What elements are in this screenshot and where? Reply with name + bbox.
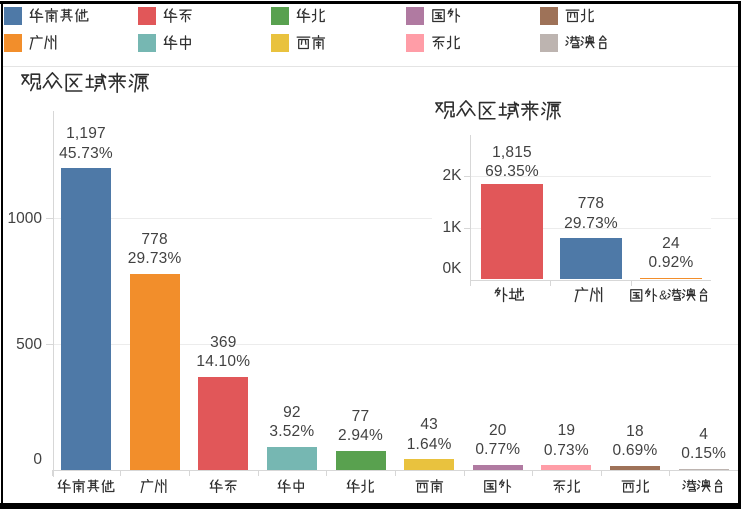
svg-text:&: & — [659, 288, 668, 302]
